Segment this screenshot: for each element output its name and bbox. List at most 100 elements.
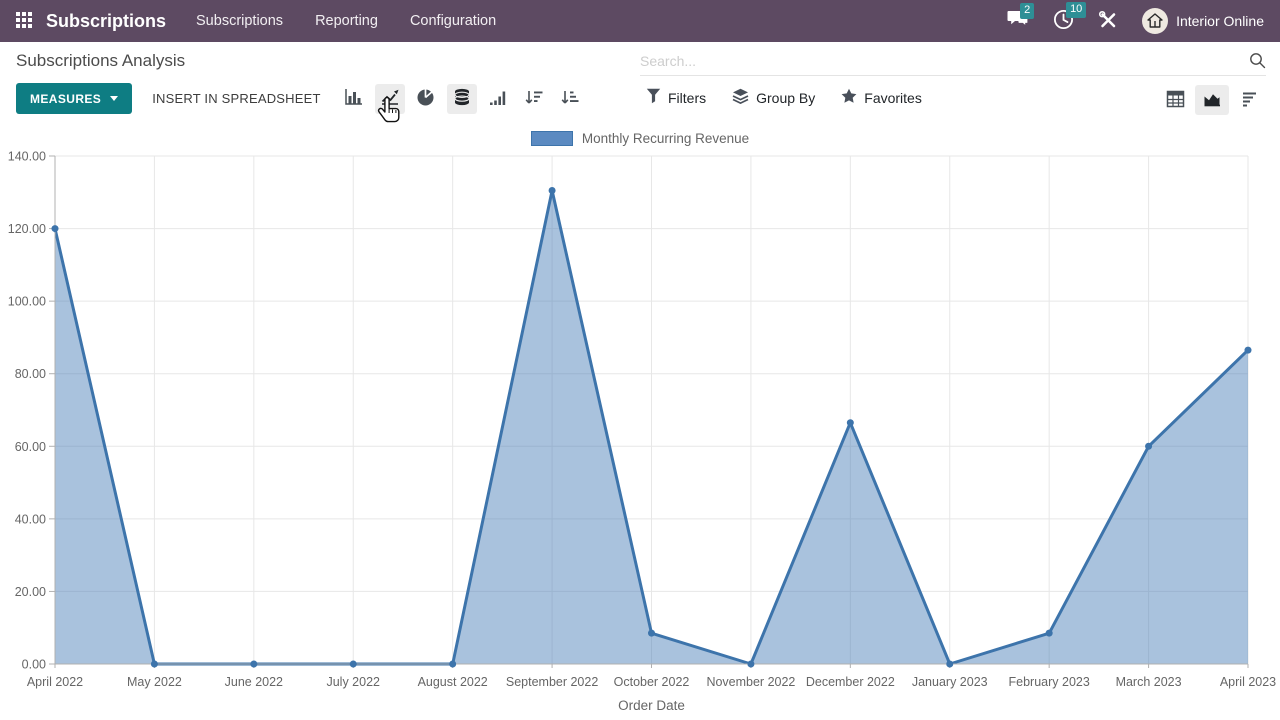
y-tick-label: 140.00 xyxy=(8,150,46,164)
y-tick-label: 100.00 xyxy=(8,295,46,309)
x-tick-label: February 2023 xyxy=(1009,675,1090,689)
legend-label[interactable]: Monthly Recurring Revenue xyxy=(582,131,749,146)
x-tick-label: May 2022 xyxy=(127,675,182,689)
group-by-button[interactable]: Group By xyxy=(732,88,815,107)
tools-icon xyxy=(1098,10,1118,33)
pie-chart-button[interactable] xyxy=(411,84,441,114)
pivot-table-icon xyxy=(1166,90,1185,111)
search-input[interactable] xyxy=(640,53,1249,69)
mrr-line-chart: April 2022 May 2022 June 2022 July 2022 Augu… xyxy=(0,145,1280,720)
company-user-menu[interactable]: Interior Online xyxy=(1142,8,1264,34)
filters-button[interactable]: Filters xyxy=(646,88,706,107)
sort-ascending-button[interactable] xyxy=(555,84,585,114)
data-point[interactable] xyxy=(1145,443,1152,450)
y-tick-label: 20.00 xyxy=(15,585,46,599)
data-point[interactable] xyxy=(449,661,456,668)
bar-chart-button[interactable] xyxy=(339,84,369,114)
sort-descending-icon xyxy=(524,89,543,109)
debug-tools-button[interactable] xyxy=(1098,10,1118,33)
legend-swatch[interactable] xyxy=(531,131,573,146)
chevron-down-icon xyxy=(110,96,118,101)
chart-type-buttons xyxy=(339,84,585,114)
layers-icon xyxy=(732,88,749,107)
measures-button[interactable]: MEASURES xyxy=(16,83,132,114)
company-name: Interior Online xyxy=(1176,13,1264,29)
cumulative-button[interactable] xyxy=(483,84,513,114)
stacked-icon xyxy=(453,88,471,109)
list-icon xyxy=(1241,91,1258,110)
y-tick-label: 120.00 xyxy=(8,222,46,236)
list-view-button[interactable] xyxy=(1232,85,1266,115)
chart-legend: Monthly Recurring Revenue xyxy=(0,131,1280,146)
current-app-name[interactable]: Subscriptions xyxy=(46,11,166,32)
x-tick-label: March 2023 xyxy=(1116,675,1182,689)
ascending-bars-icon xyxy=(489,89,507,109)
x-tick-label: November 2022 xyxy=(706,675,795,689)
y-tick-label: 60.00 xyxy=(15,440,46,454)
area-chart-icon xyxy=(1202,90,1222,111)
insert-in-spreadsheet-button[interactable]: INSERT IN SPREADSHEET xyxy=(142,83,330,114)
filters-label: Filters xyxy=(668,90,706,106)
line-chart-icon xyxy=(380,88,400,109)
data-point[interactable] xyxy=(1046,630,1053,637)
activities-button[interactable]: 10 xyxy=(1053,9,1074,33)
sort-ascending-icon xyxy=(560,89,579,109)
stacked-toggle-button[interactable] xyxy=(447,84,477,114)
search-filter-bar: Filters Group By Favorites xyxy=(646,88,922,107)
company-avatar xyxy=(1142,8,1168,34)
menu-item-configuration[interactable]: Configuration xyxy=(410,13,496,29)
messages-badge: 2 xyxy=(1020,3,1034,19)
apps-grid-icon xyxy=(16,12,32,31)
search-icon[interactable] xyxy=(1249,52,1266,69)
pivot-view-button[interactable] xyxy=(1158,85,1192,115)
group-by-label: Group By xyxy=(756,90,815,106)
data-point[interactable] xyxy=(648,630,655,637)
data-point[interactable] xyxy=(847,419,854,426)
data-point[interactable] xyxy=(151,661,158,668)
view-switcher xyxy=(1158,85,1266,115)
search-bar xyxy=(640,46,1266,76)
menu-item-subscriptions[interactable]: Subscriptions xyxy=(196,13,283,29)
data-point[interactable] xyxy=(946,661,953,668)
odoo-window: Subscriptions Subscriptions Reporting Co… xyxy=(0,0,1280,720)
data-point[interactable] xyxy=(747,661,754,668)
x-tick-label: August 2022 xyxy=(418,675,488,689)
navbar-right: 2 10 Interior Online xyxy=(1007,8,1264,34)
favorites-label: Favorites xyxy=(864,90,922,106)
data-point[interactable] xyxy=(52,225,59,232)
data-point[interactable] xyxy=(350,661,357,668)
bar-chart-icon xyxy=(344,88,364,109)
x-axis-title: Order Date xyxy=(618,698,685,713)
x-tick-label: April 2023 xyxy=(1220,675,1276,689)
graph-view-button[interactable] xyxy=(1195,85,1229,115)
data-point[interactable] xyxy=(549,187,556,194)
x-tick-label: January 2023 xyxy=(912,675,988,689)
sort-descending-button[interactable] xyxy=(519,84,549,114)
apps-menu-button[interactable] xyxy=(10,8,38,35)
measures-label: MEASURES xyxy=(30,92,101,106)
line-chart-button[interactable] xyxy=(375,84,405,114)
navbar-left: Subscriptions Subscriptions Reporting Co… xyxy=(10,8,528,35)
page-title: Subscriptions Analysis xyxy=(16,51,185,71)
app-menu: Subscriptions Reporting Configuration xyxy=(196,13,528,29)
data-point[interactable] xyxy=(250,661,257,668)
x-tick-label: September 2022 xyxy=(506,675,598,689)
data-point[interactable] xyxy=(1245,347,1252,354)
y-tick-label: 80.00 xyxy=(15,367,46,381)
x-tick-label: December 2022 xyxy=(806,675,895,689)
y-tick-label: 0.00 xyxy=(22,658,46,672)
y-tick-label: 40.00 xyxy=(15,512,46,526)
funnel-icon xyxy=(646,88,661,107)
x-tick-label: October 2022 xyxy=(614,675,690,689)
messages-button[interactable]: 2 xyxy=(1007,10,1029,32)
graph-toolbar: MEASURES INSERT IN SPREADSHEET xyxy=(16,83,585,114)
star-icon xyxy=(841,88,857,107)
favorites-button[interactable]: Favorites xyxy=(841,88,922,107)
x-tick-label: June 2022 xyxy=(225,675,283,689)
top-navbar: Subscriptions Subscriptions Reporting Co… xyxy=(0,0,1280,42)
x-tick-label: April 2022 xyxy=(27,675,83,689)
menu-item-reporting[interactable]: Reporting xyxy=(315,13,378,29)
x-tick-label: July 2022 xyxy=(326,675,380,689)
activities-badge: 10 xyxy=(1066,2,1086,18)
pie-chart-icon xyxy=(416,88,435,110)
